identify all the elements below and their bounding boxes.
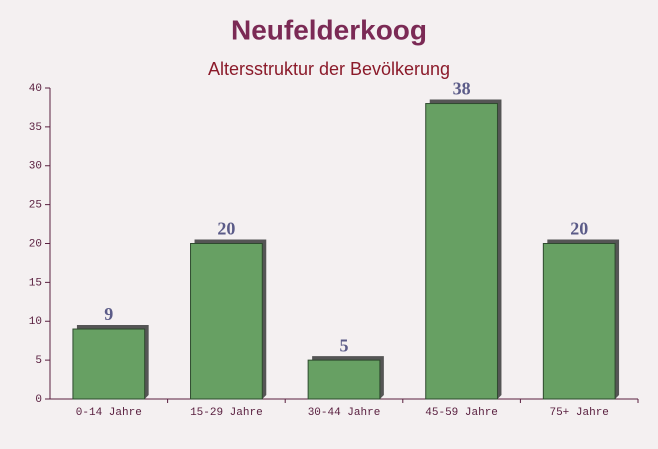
x-tick-label: 15-29 Jahre (190, 407, 263, 419)
bar (190, 243, 263, 400)
value-label: 20 (217, 219, 235, 239)
x-tick-label: 0-14 Jahre (76, 407, 142, 419)
bar (425, 103, 498, 400)
bar (542, 243, 616, 400)
value-label: 5 (340, 335, 349, 355)
y-tick-label: 5 (35, 355, 42, 367)
chart-subtitle: Altersstruktur der Bevölkerung (208, 59, 450, 79)
bar (307, 359, 381, 400)
x-tick-label: 75+ Jahre (549, 407, 608, 419)
chart-title: Neufelderkoog (231, 14, 427, 45)
y-tick-label: 20 (29, 238, 42, 250)
y-tick-label: 40 (29, 83, 42, 95)
y-tick-label: 15 (29, 277, 42, 289)
y-tick-label: 35 (29, 122, 42, 134)
y-tick-label: 30 (29, 161, 42, 173)
y-tick-label: 25 (29, 200, 42, 212)
value-label: 20 (570, 219, 588, 239)
y-tick-label: 0 (35, 394, 42, 406)
x-tick-label: 45-59 Jahre (425, 407, 498, 419)
x-tick-label: 30-44 Jahre (308, 407, 381, 419)
value-label: 38 (453, 79, 471, 99)
y-tick-label: 10 (29, 316, 42, 328)
value-label: 9 (104, 304, 113, 324)
bar (72, 328, 146, 400)
